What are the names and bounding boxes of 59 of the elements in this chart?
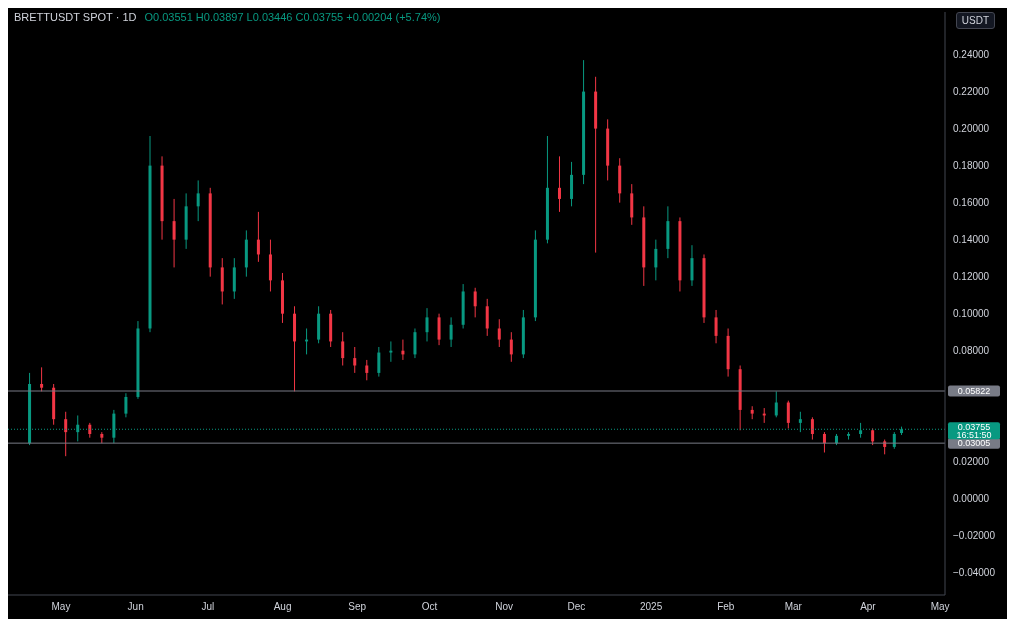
y-tick-label: 0.20000 <box>953 123 990 135</box>
x-tick-label: Nov <box>495 601 514 613</box>
candlestick <box>196 179 200 222</box>
candlestick <box>497 318 501 348</box>
candlestick <box>714 309 718 344</box>
y-tick-label: −0.02000 <box>953 530 996 542</box>
y-tick-label: 0.16000 <box>953 197 990 209</box>
candlestick <box>690 244 694 287</box>
x-tick-label: Aug <box>273 601 292 613</box>
candlestick <box>124 392 128 418</box>
candlestick <box>449 316 453 348</box>
x-tick-label: Jun <box>127 601 144 613</box>
y-tick-label: 0.18000 <box>953 160 990 172</box>
x-tick-label: Feb <box>717 601 735 613</box>
ref-line-label: 0.03755 <box>957 422 991 433</box>
candlestick <box>485 298 489 337</box>
candlestick <box>774 390 778 418</box>
candlestick <box>389 340 393 363</box>
candlestick <box>810 416 814 441</box>
y-tick-label: 0.00000 <box>953 493 990 505</box>
candlestick <box>64 411 68 457</box>
x-tick-label: Dec <box>567 601 586 613</box>
x-tick-label: Apr <box>860 601 877 613</box>
candlestick <box>40 366 44 392</box>
y-tick-label: 0.14000 <box>953 234 990 246</box>
x-tick-label: May <box>51 601 71 613</box>
candlestick <box>377 346 381 378</box>
candlestick <box>341 331 345 366</box>
candlestick <box>437 313 441 346</box>
candlestick <box>172 198 176 268</box>
candlestick <box>654 239 658 281</box>
y-tick-label: 0.24000 <box>953 49 990 61</box>
y-tick-label: 0.22000 <box>953 86 990 98</box>
x-tick-label: 2025 <box>640 601 663 613</box>
y-tick-label: 0.12000 <box>953 271 990 283</box>
candlestick <box>509 331 513 363</box>
candlestick <box>786 400 790 429</box>
ref-line-label: 0.03005 <box>957 438 991 449</box>
candlestick <box>425 307 429 342</box>
x-tick-label: Oct <box>421 601 438 613</box>
y-tick-label: 0.02000 <box>953 456 990 468</box>
annotation: O0.03551 H0.03897 L0.03446 C0.03755 +0.00204 (+5.74%) <box>144 11 441 23</box>
y-axis-title: USDT <box>955 12 995 29</box>
x-tick-label: Sep <box>348 601 367 613</box>
candlestick <box>413 327 417 359</box>
y-tick-label: 0.10000 <box>953 308 990 320</box>
text: 16:51:50 <box>956 430 992 441</box>
candlestick <box>557 155 561 213</box>
y-tick-label: −0.04000 <box>953 567 996 579</box>
candlestick <box>353 346 357 374</box>
x-tick-label: May <box>930 601 950 613</box>
x-tick-label: Mar <box>784 601 803 613</box>
chart-title: BRETTUSDT SPOT · 1D <box>14 11 137 23</box>
x-tick-label: Jul <box>201 601 215 613</box>
candlestick <box>473 287 477 318</box>
candlestick <box>256 211 260 263</box>
y-tick-label: 0.08000 <box>953 345 990 357</box>
ref-line-label: 0.05822 <box>957 386 991 397</box>
candlestick <box>365 359 369 381</box>
